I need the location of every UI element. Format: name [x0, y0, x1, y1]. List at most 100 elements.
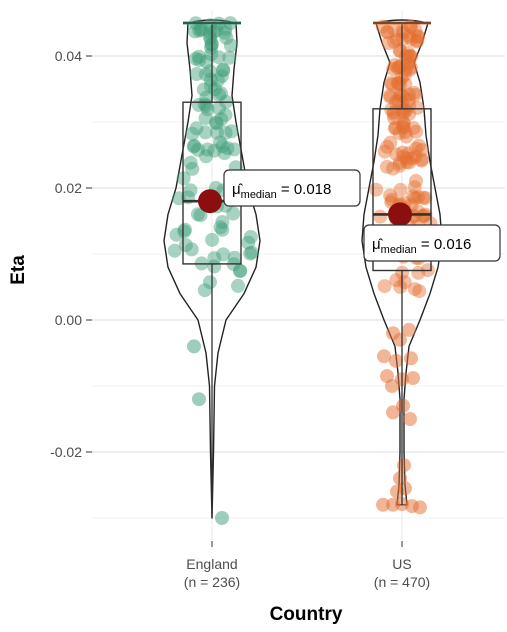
data-point [407, 282, 422, 297]
data-point [396, 398, 410, 413]
data-point [224, 124, 239, 139]
x-tick-sample-size: (n = 236) [184, 574, 240, 590]
data-point [211, 50, 226, 65]
data-point [208, 115, 223, 130]
data-point [192, 53, 207, 68]
data-point [215, 511, 229, 525]
data-point [386, 405, 400, 420]
box-us [372, 108, 432, 272]
data-point [393, 44, 408, 59]
data-point [383, 90, 398, 105]
data-point [415, 209, 430, 223]
median-value: = 0.018 [277, 181, 332, 198]
data-point [220, 141, 235, 156]
data-point [387, 121, 402, 136]
data-point [243, 246, 258, 261]
data-point [213, 220, 228, 235]
data-point [384, 192, 399, 207]
data-point [409, 124, 424, 139]
data-point [404, 351, 418, 366]
data-point [188, 51, 203, 66]
data-point [392, 77, 407, 92]
data-point [197, 283, 212, 298]
data-point [192, 392, 206, 407]
data-point [208, 82, 222, 97]
data-point [391, 76, 406, 91]
data-point [386, 62, 401, 77]
data-point [209, 116, 224, 131]
data-point [223, 38, 238, 53]
data-point [191, 98, 206, 112]
data-point [410, 29, 425, 44]
data-point [396, 149, 411, 164]
data-point [196, 82, 211, 97]
data-point [207, 24, 222, 39]
data-point [209, 23, 224, 38]
data-point [198, 125, 213, 140]
data-point [198, 67, 213, 82]
data-point [401, 49, 416, 64]
data-point [402, 48, 417, 63]
data-point [408, 87, 423, 102]
data-point [214, 69, 229, 84]
data-point [381, 36, 396, 50]
data-point [395, 145, 410, 160]
data-point [398, 125, 413, 140]
data-point [202, 29, 217, 44]
data-point [402, 29, 417, 44]
data-point [414, 143, 429, 157]
data-point [190, 207, 205, 222]
data-point [411, 190, 426, 205]
data-point [204, 40, 219, 55]
data-point [369, 182, 384, 197]
median-value: = 0.016 [417, 236, 472, 253]
data-point [380, 139, 395, 154]
data-point [392, 126, 407, 141]
data-point [388, 120, 403, 135]
data-point [169, 227, 184, 242]
data-point [399, 155, 414, 169]
data-point [396, 119, 411, 134]
x-axis-ticks: England (n = 236) US (n = 470) [184, 541, 430, 590]
median-label-box [363, 224, 501, 262]
data-point [203, 72, 218, 87]
data-point [183, 183, 198, 198]
median-label-text: μ̂median = 0.018 [232, 181, 331, 201]
data-point [392, 43, 407, 57]
data-point [172, 191, 186, 206]
x-tick-sample-size: (n = 470) [374, 574, 430, 590]
data-point [199, 149, 213, 164]
data-point [411, 138, 426, 153]
data-point [188, 24, 202, 39]
data-point [216, 63, 231, 78]
data-point [227, 142, 242, 157]
data-point [389, 353, 403, 368]
data-point [403, 60, 418, 75]
data-point [409, 173, 423, 188]
data-point [409, 34, 424, 49]
gridlines [92, 10, 505, 540]
data-point [195, 22, 209, 37]
data-point [407, 180, 422, 195]
data-point [400, 151, 415, 166]
median-label-box [223, 169, 361, 207]
violins [163, 19, 443, 519]
data-point [377, 279, 392, 294]
data-point [401, 92, 416, 107]
data-point [417, 208, 432, 223]
data-point [218, 107, 233, 122]
data-point [205, 232, 220, 247]
data-point [396, 105, 411, 120]
data-point [406, 371, 420, 386]
data-point [222, 50, 237, 65]
data-point [210, 125, 224, 140]
data-point [402, 322, 416, 337]
data-point [203, 79, 218, 94]
mu-hat-symbol: μ̂ [232, 181, 244, 198]
data-point [215, 222, 230, 237]
data-point [393, 182, 408, 197]
data-point [405, 151, 420, 166]
y-tick-label: -0.02 [50, 444, 82, 460]
data-point [409, 141, 423, 156]
data-point [401, 146, 416, 161]
